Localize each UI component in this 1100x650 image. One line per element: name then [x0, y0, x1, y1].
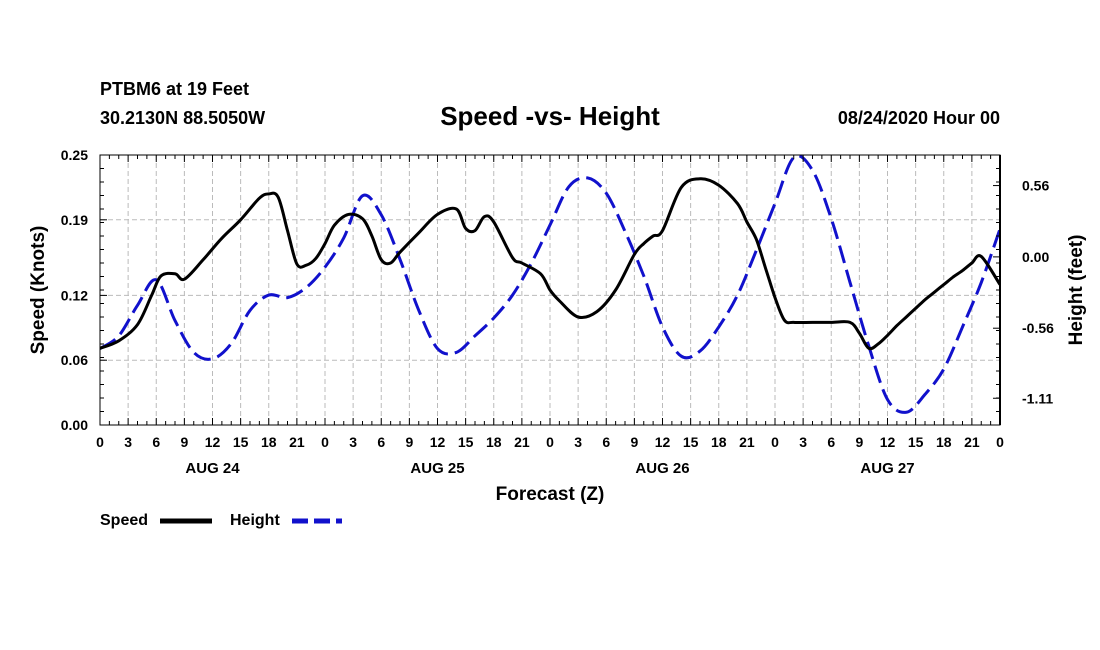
x-tick-label: 15	[908, 434, 924, 450]
x-tick-label: 0	[771, 434, 779, 450]
x-tick-label: 21	[739, 434, 755, 450]
y-tick-label: 0.19	[61, 212, 88, 228]
x-tick-label: 9	[630, 434, 638, 450]
x-tick-label: 12	[430, 434, 446, 450]
x-tick-label: 9	[405, 434, 413, 450]
x-tick-label: 3	[799, 434, 807, 450]
y-tick-label: 0.25	[61, 147, 88, 163]
x-tick-label: 18	[486, 434, 502, 450]
y-tick-label: 0.00	[61, 417, 88, 433]
x-tick-label: 21	[514, 434, 530, 450]
x-tick-label: 12	[880, 434, 896, 450]
x-tick-label: 9	[855, 434, 863, 450]
x-tick-label: 0	[996, 434, 1004, 450]
y2-tick-label: -0.56	[1022, 320, 1054, 336]
y2-tick-label: 0.00	[1022, 249, 1049, 265]
x-axis-label: Forecast (Z)	[496, 484, 605, 505]
y-tick-label: 0.12	[61, 287, 88, 303]
location-label: 30.2130N 88.5050W	[100, 108, 265, 128]
x-tick-label: 12	[655, 434, 671, 450]
axis-ticks	[99, 154, 1001, 426]
x-tick-label: 3	[349, 434, 357, 450]
chart-title: Speed -vs- Height	[440, 101, 660, 131]
x-tick-label: 18	[936, 434, 952, 450]
x-tick-label: 3	[574, 434, 582, 450]
x-tick-label: 21	[289, 434, 305, 450]
legend: Speed Height	[100, 512, 342, 529]
x-tick-label: 18	[711, 434, 727, 450]
y-tick-label: 0.06	[61, 352, 88, 368]
issued-time: 08/24/2020 Hour 00	[838, 108, 1000, 128]
y2-axis-label: Height (feet)	[1066, 235, 1087, 346]
x-tick-label: 9	[180, 434, 188, 450]
x-tick-label: 21	[964, 434, 980, 450]
day-label: AUG 25	[410, 460, 464, 477]
x-tick-label: 15	[233, 434, 249, 450]
x-tick-label: 0	[96, 434, 104, 450]
legend-height-label: Height	[230, 512, 280, 529]
day-label: AUG 27	[860, 460, 914, 477]
axis-tick-labels: 0 3 6 9 12 15 18 21 0 3 6 9 12 15 18 21 0 3 6 9 12 15 18 21 0 3 6 9…	[61, 147, 1054, 477]
y-axis-label: Speed (Knots)	[28, 226, 49, 355]
day-label: AUG 26	[635, 460, 689, 477]
x-tick-label: 15	[683, 434, 699, 450]
speed-series-line	[100, 177, 1000, 351]
x-tick-label: 3	[124, 434, 132, 450]
x-tick-label: 15	[458, 434, 474, 450]
height-series-line	[100, 155, 1000, 414]
plot-series	[100, 155, 1000, 414]
x-tick-label: 0	[546, 434, 554, 450]
x-tick-label: 6	[827, 434, 835, 450]
x-tick-label: 0	[321, 434, 329, 450]
legend-speed-label: Speed	[100, 512, 148, 529]
x-tick-label: 18	[261, 434, 277, 450]
x-tick-label: 6	[602, 434, 610, 450]
y2-tick-label: 0.56	[1022, 178, 1049, 194]
x-tick-label: 6	[377, 434, 385, 450]
y2-tick-label: -1.11	[1022, 390, 1053, 406]
station-label: PTBM6 at 19 Feet	[100, 79, 249, 99]
x-tick-label: 12	[205, 434, 221, 450]
x-tick-label: 6	[152, 434, 160, 450]
day-label: AUG 24	[185, 460, 240, 477]
